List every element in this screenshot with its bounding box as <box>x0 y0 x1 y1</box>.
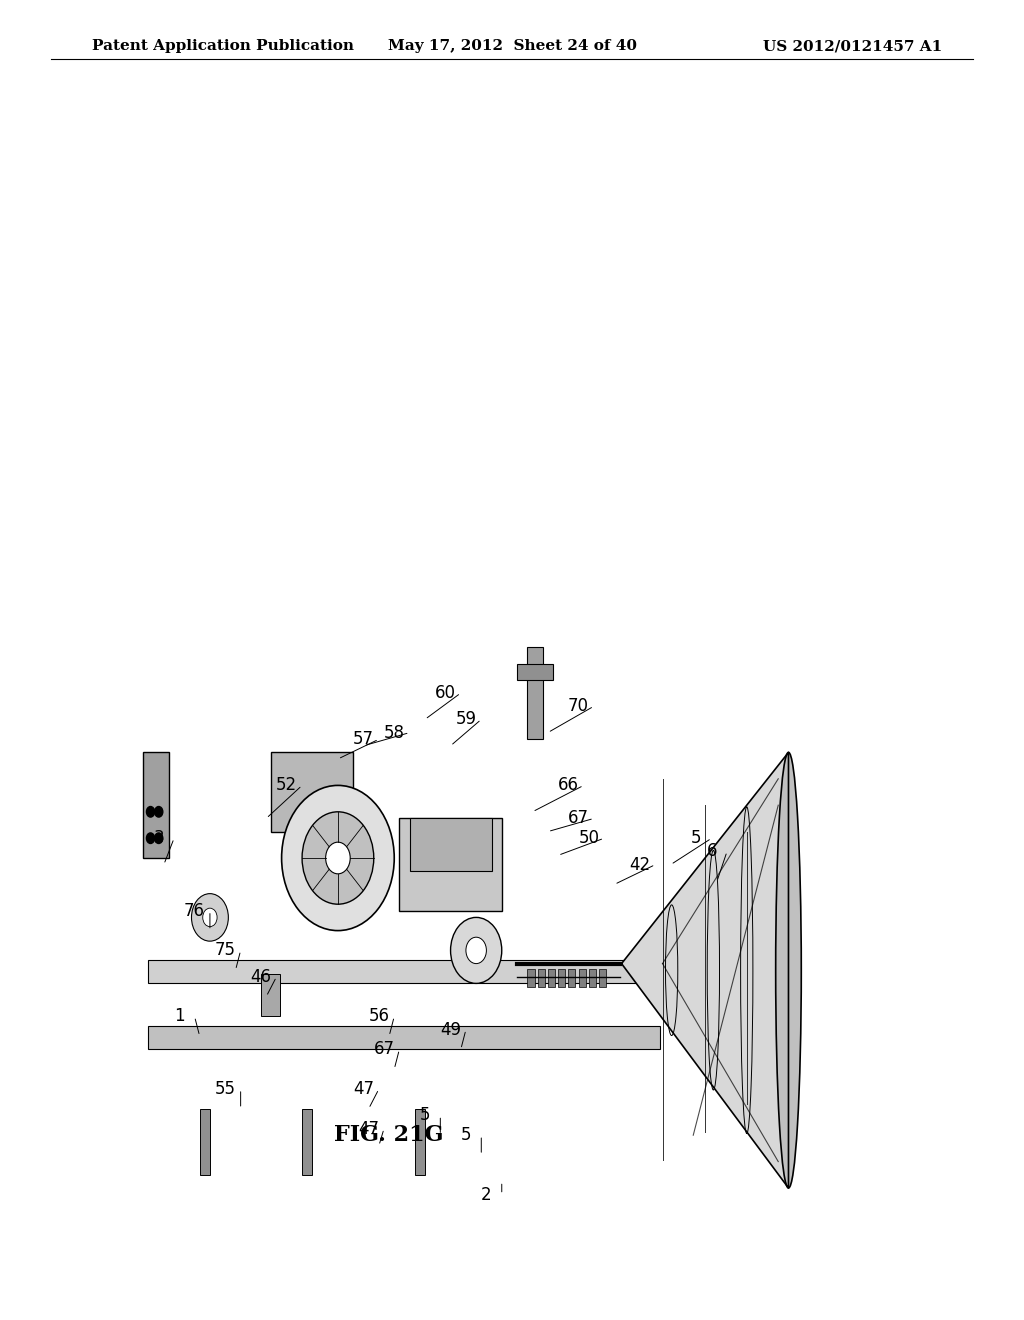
FancyBboxPatch shape <box>527 647 543 739</box>
FancyBboxPatch shape <box>148 960 660 983</box>
Text: 70: 70 <box>568 697 589 715</box>
FancyBboxPatch shape <box>261 974 280 1016</box>
Circle shape <box>451 917 502 983</box>
FancyBboxPatch shape <box>399 818 502 911</box>
Text: 58: 58 <box>384 723 404 742</box>
Text: 5: 5 <box>420 1106 430 1125</box>
FancyBboxPatch shape <box>538 969 545 987</box>
Text: US 2012/0121457 A1: US 2012/0121457 A1 <box>763 40 942 53</box>
Text: Patent Application Publication: Patent Application Publication <box>92 40 354 53</box>
Text: 6: 6 <box>707 842 717 861</box>
FancyBboxPatch shape <box>302 1109 312 1175</box>
FancyBboxPatch shape <box>517 664 553 680</box>
FancyBboxPatch shape <box>568 969 575 987</box>
Circle shape <box>155 833 163 843</box>
Text: 55: 55 <box>215 1080 236 1098</box>
FancyBboxPatch shape <box>271 752 353 832</box>
Text: 49: 49 <box>440 1020 461 1039</box>
Text: 47: 47 <box>353 1080 374 1098</box>
Text: 50: 50 <box>579 829 599 847</box>
FancyBboxPatch shape <box>200 1109 210 1175</box>
Ellipse shape <box>776 752 801 1188</box>
Circle shape <box>466 937 486 964</box>
Text: 1: 1 <box>174 1007 184 1026</box>
Text: May 17, 2012  Sheet 24 of 40: May 17, 2012 Sheet 24 of 40 <box>387 40 637 53</box>
FancyBboxPatch shape <box>599 969 606 987</box>
Text: 67: 67 <box>374 1040 394 1059</box>
Text: 5: 5 <box>691 829 701 847</box>
FancyBboxPatch shape <box>548 969 555 987</box>
Text: 57: 57 <box>353 730 374 748</box>
FancyBboxPatch shape <box>527 969 535 987</box>
Circle shape <box>146 833 155 843</box>
Text: 5: 5 <box>461 1126 471 1144</box>
Text: 60: 60 <box>435 684 456 702</box>
Circle shape <box>282 785 394 931</box>
Text: 66: 66 <box>558 776 579 795</box>
Text: 56: 56 <box>369 1007 389 1026</box>
Circle shape <box>146 807 155 817</box>
Circle shape <box>326 842 350 874</box>
FancyBboxPatch shape <box>558 969 565 987</box>
Text: 52: 52 <box>276 776 297 795</box>
FancyBboxPatch shape <box>589 969 596 987</box>
Circle shape <box>191 894 228 941</box>
Text: 67: 67 <box>568 809 589 828</box>
FancyBboxPatch shape <box>415 1109 425 1175</box>
Circle shape <box>155 807 163 817</box>
FancyBboxPatch shape <box>410 818 492 871</box>
FancyBboxPatch shape <box>143 752 169 858</box>
Polygon shape <box>622 752 788 1188</box>
Text: 3: 3 <box>154 829 164 847</box>
Circle shape <box>302 812 374 904</box>
FancyBboxPatch shape <box>579 969 586 987</box>
Text: FIG. 21G: FIG. 21G <box>335 1125 443 1146</box>
Circle shape <box>203 908 217 927</box>
Text: 42: 42 <box>630 855 650 874</box>
Text: 76: 76 <box>184 902 205 920</box>
Text: 46: 46 <box>251 968 271 986</box>
Text: 59: 59 <box>456 710 476 729</box>
Text: 47: 47 <box>358 1119 379 1138</box>
Text: 75: 75 <box>215 941 236 960</box>
FancyBboxPatch shape <box>148 1026 660 1049</box>
Text: 2: 2 <box>481 1185 492 1204</box>
